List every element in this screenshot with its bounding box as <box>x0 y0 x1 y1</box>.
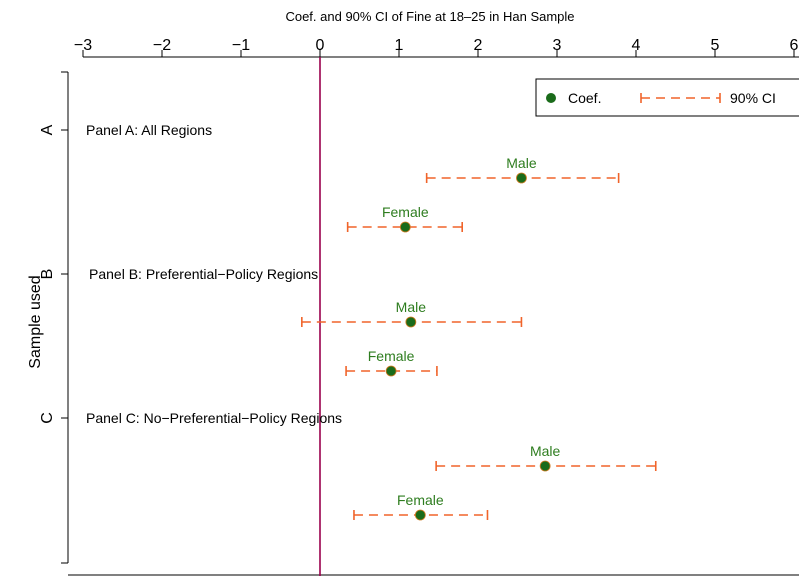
panel-label: Panel C: No−Preferential−Policy Regions <box>86 410 342 426</box>
estimate-male: Male <box>425 155 620 184</box>
estimate-male: Male <box>301 299 523 328</box>
x-tick-label: −1 <box>232 37 250 54</box>
legend-coef-marker <box>546 93 556 103</box>
chart-title: Coef. and 90% CI of Fine at 18–25 in Han… <box>285 9 574 24</box>
coef-point <box>399 221 411 233</box>
coef-point <box>516 172 527 184</box>
y-axis-left: A B C <box>39 71 799 576</box>
x-tick-label: 0 <box>316 37 325 54</box>
y-axis-label: Sample used <box>27 275 44 368</box>
panel-b: Panel B: Preferential−Policy Regions Male… <box>89 266 523 377</box>
panel-c: Panel C: No−Preferential−Policy Regions M… <box>86 410 657 521</box>
x-tick-label: −3 <box>74 37 92 54</box>
group-label: Male <box>530 443 561 459</box>
estimate-male: Male <box>435 443 657 472</box>
group-label: Male <box>506 155 537 171</box>
y-tick-label: B <box>39 269 56 280</box>
panel-label: Panel B: Preferential−Policy Regions <box>89 266 318 282</box>
estimate-female: Female <box>346 204 464 233</box>
x-tick-label: 6 <box>790 37 799 54</box>
coef-point <box>405 316 417 328</box>
legend-coef-label: Coef. <box>568 90 601 106</box>
x-tick-label: 5 <box>711 37 720 54</box>
group-label: Female <box>382 204 429 220</box>
coef-point <box>385 365 397 377</box>
panel-a: Panel A: All Regions Male Female <box>86 122 620 233</box>
legend-ci-label: 90% CI <box>730 90 776 106</box>
x-tick-label: 4 <box>632 37 641 54</box>
x-axis-top: −3 −2 −1 0 1 2 3 4 5 6 <box>74 37 799 58</box>
estimate-female: Female <box>345 348 438 377</box>
y-tick-label: C <box>39 412 56 424</box>
x-tick-label: −2 <box>153 37 171 54</box>
x-tick-label: 1 <box>395 37 404 54</box>
legend: Coef. 90% CI <box>535 78 799 117</box>
panel-label: Panel A: All Regions <box>86 122 212 138</box>
legend-box <box>535 78 799 117</box>
x-tick-label: 2 <box>474 37 483 54</box>
y-tick-label: A <box>39 124 56 135</box>
group-label: Female <box>397 492 444 508</box>
group-label: Female <box>368 348 415 364</box>
coef-point <box>539 460 551 472</box>
coef-point <box>414 509 426 521</box>
group-label: Male <box>396 299 427 315</box>
x-tick-label: 3 <box>553 37 562 54</box>
estimate-female: Female <box>353 492 489 521</box>
